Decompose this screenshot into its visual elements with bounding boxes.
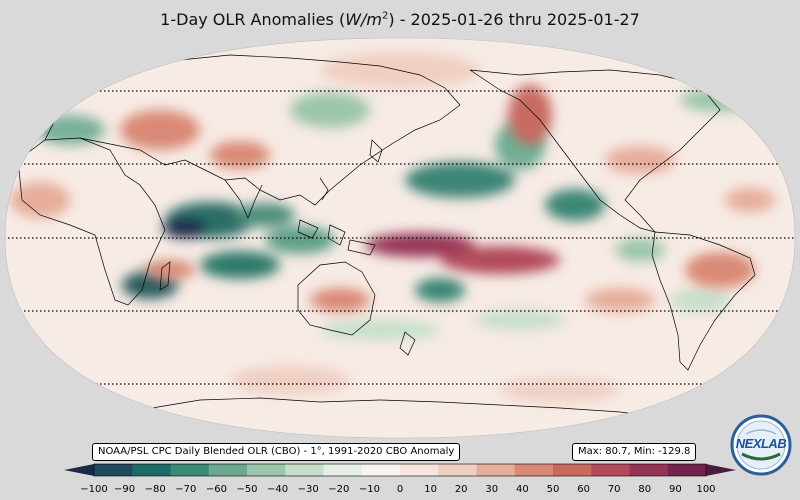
map-field [5, 38, 795, 438]
colorbar-tick-label: −40 [267, 484, 289, 495]
colorbar [64, 463, 736, 477]
chart-title: 1-Day OLR Anomalies (W/m2) - 2025-01-26 … [160, 10, 640, 29]
coastlines [17, 54, 761, 421]
unit-label: W/m2 [345, 10, 389, 29]
colorbar-segment [285, 464, 324, 476]
colorbar-segment [667, 464, 707, 476]
colorbar-segment [476, 464, 516, 476]
colorbar-segment [361, 464, 401, 476]
colorbar-tick-label: 40 [516, 484, 529, 495]
colorbar-tick-label: 10 [424, 484, 437, 495]
colorbar-segment [438, 464, 477, 476]
colorbar-min-arrow [64, 464, 94, 476]
colorbar-frame [93, 463, 707, 477]
colorbar-segment [400, 464, 439, 476]
colorbar-segments [94, 464, 707, 476]
colorbar-tick-label: −20 [328, 484, 350, 495]
colorbar-segment [629, 464, 669, 476]
colorbar-segment [514, 464, 554, 476]
logo-text: NEXLAB [735, 436, 787, 451]
colorbar-tick-label: 60 [577, 484, 590, 495]
colorbar-tick-label: 90 [669, 484, 682, 495]
colorbar-segment [94, 464, 133, 476]
colorbar-segment [323, 464, 363, 476]
colorbar-segment [247, 464, 286, 476]
colorbar-tick-label: −50 [236, 484, 258, 495]
colorbar-segment [591, 464, 630, 476]
colorbar-tick-label: 20 [454, 484, 468, 495]
latitude-lines [5, 90, 795, 385]
logo-emblem [730, 414, 792, 476]
colorbar-tick-label: 0 [396, 484, 404, 495]
nexlab-logo: NEXLAB [730, 414, 792, 476]
colorbar-tick-label: 70 [607, 484, 621, 495]
colorbar-tick-label: 80 [638, 484, 652, 495]
colorbar-tick-label: −30 [297, 484, 319, 495]
colorbar-tick-label: −90 [114, 484, 136, 495]
colorbar-tick-label: −70 [175, 484, 197, 495]
colorbar-tick-label: −80 [144, 484, 166, 495]
positive-anomaly-regions [10, 52, 775, 402]
colorbar-tick-label: −100 [80, 484, 108, 495]
source-note: NOAA/PSL CPC Daily Blended OLR (CBO) - 1… [92, 443, 461, 461]
colorbar-segment [553, 464, 592, 476]
colorbar-segment [132, 464, 171, 476]
colorbar-segment [208, 464, 248, 476]
colorbar-tick-label: 100 [696, 484, 716, 495]
colorbar-max-arrow [706, 464, 736, 476]
colorbar-tick-label: −10 [358, 484, 380, 495]
colorbar-tick-label: −60 [205, 484, 227, 495]
colorbar-tick-label: 50 [546, 484, 560, 495]
colorbar-tick-label: 30 [485, 484, 499, 495]
colorbar-segment [170, 464, 210, 476]
globe-outline [4, 37, 796, 439]
stats-box: Max: 80.7, Min: -129.8 [572, 443, 697, 461]
